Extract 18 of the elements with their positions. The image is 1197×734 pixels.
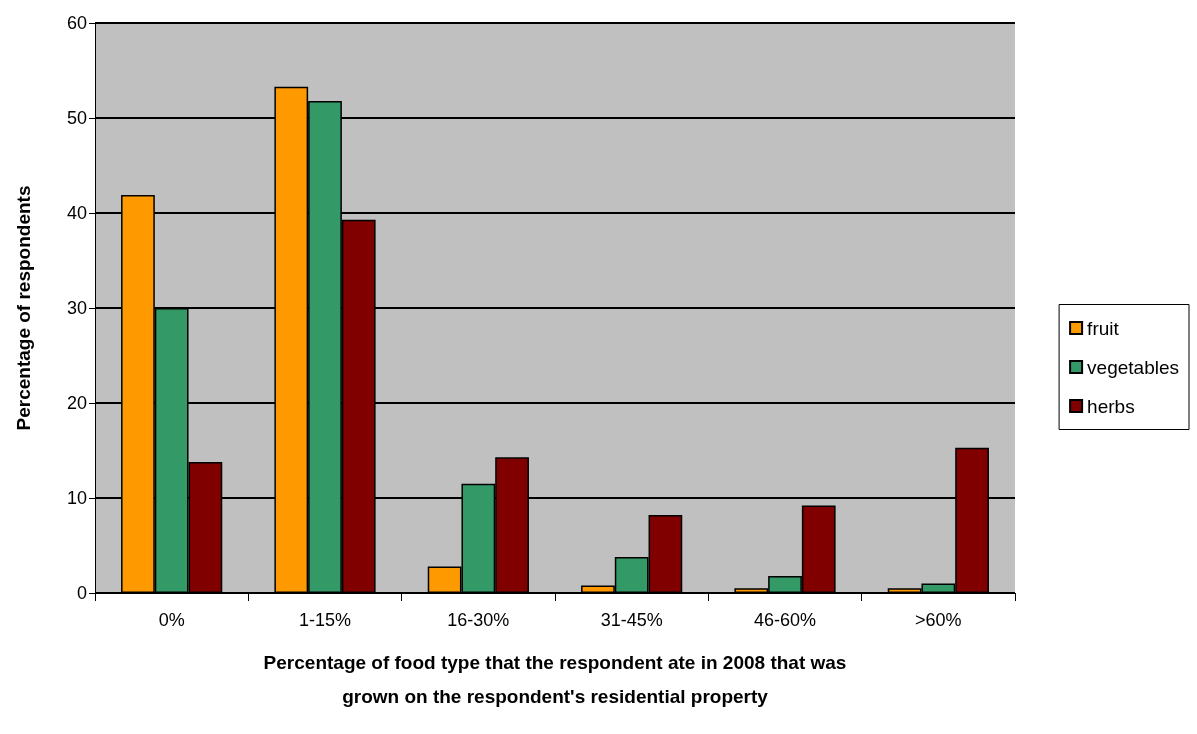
x-tick-label: 31-45%	[600, 610, 663, 630]
x-axis-title: Percentage of food type that the respondent ate in 2008 that was grown on the respondent's residential property	[263, 651, 847, 707]
y-tick-label: 0	[76, 583, 87, 603]
y-tick-label: 40	[66, 203, 87, 223]
y-tick-label: 30	[66, 298, 87, 318]
legend-label: fruit	[1087, 317, 1120, 339]
x-tick-label: 1-15%	[298, 610, 352, 630]
y-tick-label: 60	[66, 13, 87, 33]
legend-label: herbs	[1087, 395, 1135, 417]
y-tick-label: 10	[66, 488, 87, 508]
x-tick-label: 0%	[158, 610, 185, 630]
x-tick-label: 16-30%	[447, 610, 510, 630]
y-tick-label: 20	[66, 393, 87, 413]
y-axis-title: Percentage of respondents	[13, 185, 34, 431]
x-tick-label: 46-60%	[753, 610, 817, 630]
legend-label: vegetables	[1087, 356, 1179, 378]
x-tick-label: >60%	[915, 610, 962, 630]
y-tick-label: 50	[66, 108, 87, 128]
